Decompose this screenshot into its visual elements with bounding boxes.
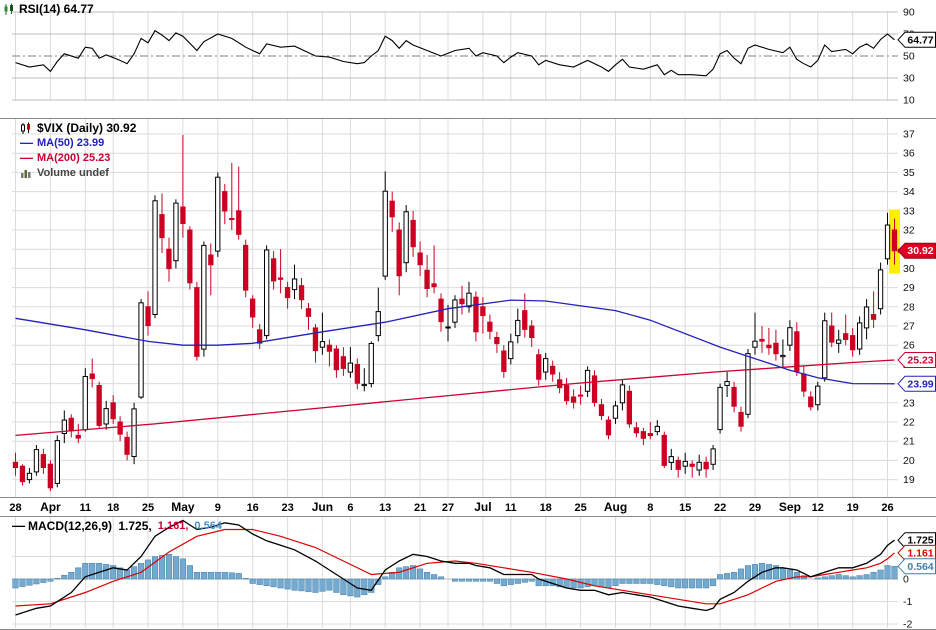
svg-text:22: 22 bbox=[903, 417, 915, 429]
svg-text:8: 8 bbox=[647, 502, 653, 514]
svg-text:13: 13 bbox=[379, 502, 391, 514]
svg-text:37: 37 bbox=[903, 129, 915, 141]
svg-text:10: 10 bbox=[903, 95, 915, 107]
svg-text:9: 9 bbox=[215, 502, 221, 514]
signal-value-badge: 1.161 bbox=[897, 544, 936, 561]
svg-text:25: 25 bbox=[142, 502, 154, 514]
price-value-badge: 30.92 bbox=[897, 242, 936, 259]
macd-histogram bbox=[12, 554, 898, 598]
svg-text:22: 22 bbox=[714, 502, 726, 514]
svg-text:11: 11 bbox=[79, 502, 91, 514]
svg-text:27: 27 bbox=[442, 502, 454, 514]
svg-text:30.92: 30.92 bbox=[907, 245, 933, 257]
svg-text:26: 26 bbox=[903, 340, 915, 352]
ma200-line bbox=[15, 359, 895, 437]
rsi-value-badge: 64.77 bbox=[897, 31, 936, 48]
svg-text:34: 34 bbox=[903, 186, 915, 198]
svg-text:28: 28 bbox=[9, 502, 21, 514]
svg-text:64.77: 64.77 bbox=[907, 34, 933, 46]
svg-text:12: 12 bbox=[812, 502, 824, 514]
svg-text:30: 30 bbox=[903, 73, 915, 85]
candles bbox=[12, 135, 898, 492]
svg-text:Sep: Sep bbox=[779, 500, 801, 514]
svg-text:28: 28 bbox=[903, 301, 915, 313]
svg-text:29: 29 bbox=[903, 282, 915, 294]
svg-text:May: May bbox=[171, 500, 195, 514]
macd-line bbox=[15, 519, 895, 616]
svg-text:23: 23 bbox=[903, 397, 915, 409]
svg-text:6: 6 bbox=[347, 502, 353, 514]
svg-text:Jul: Jul bbox=[474, 500, 491, 514]
svg-text:23: 23 bbox=[281, 502, 293, 514]
svg-text:50: 50 bbox=[903, 51, 915, 63]
ma50-line bbox=[15, 299, 895, 385]
macd-value-badge: 1.725 bbox=[897, 532, 936, 549]
svg-text:36: 36 bbox=[903, 148, 915, 160]
svg-text:29: 29 bbox=[749, 502, 761, 514]
svg-text:26: 26 bbox=[881, 502, 893, 514]
hist-value-badge: 0.564 bbox=[897, 558, 936, 575]
macd-signal-line bbox=[15, 528, 895, 607]
svg-text:25.23: 25.23 bbox=[907, 354, 933, 366]
svg-text:19: 19 bbox=[847, 502, 859, 514]
svg-text:21: 21 bbox=[903, 436, 915, 448]
svg-text:21: 21 bbox=[414, 502, 426, 514]
svg-text:Aug: Aug bbox=[604, 500, 627, 514]
svg-text:11: 11 bbox=[505, 502, 517, 514]
svg-text:30: 30 bbox=[903, 263, 915, 275]
rsi-axis: 9070503010 bbox=[903, 7, 915, 107]
x-axis-labels: 28 Apr 11 18 25 May 9 16 23 Jun 6 13 21 27 Jul 11 18 25 Au… bbox=[9, 500, 893, 514]
svg-text:0: 0 bbox=[903, 574, 909, 586]
svg-text:0.564: 0.564 bbox=[907, 561, 933, 573]
price-axis: 19202122232425262728293031323334353637 bbox=[903, 129, 915, 487]
svg-text:33: 33 bbox=[903, 205, 915, 217]
macd-gridlines bbox=[12, 556, 898, 625]
rsi-gridlines bbox=[12, 11, 898, 101]
svg-text:27: 27 bbox=[903, 321, 915, 333]
svg-text:18: 18 bbox=[540, 502, 552, 514]
svg-text:-2: -2 bbox=[903, 619, 912, 630]
svg-text:Jun: Jun bbox=[312, 500, 333, 514]
svg-text:Apr: Apr bbox=[40, 500, 61, 514]
rsi-line bbox=[15, 29, 895, 77]
svg-text:18: 18 bbox=[107, 502, 119, 514]
ma50-value-badge: 23.99 bbox=[897, 375, 936, 392]
svg-text:-1: -1 bbox=[903, 596, 912, 608]
svg-text:19: 19 bbox=[903, 474, 915, 486]
svg-text:20: 20 bbox=[903, 455, 915, 467]
svg-text:32: 32 bbox=[903, 225, 915, 237]
svg-text:25: 25 bbox=[574, 502, 586, 514]
ma200-value-badge: 25.23 bbox=[897, 352, 936, 368]
svg-text:90: 90 bbox=[903, 7, 915, 19]
svg-text:23.99: 23.99 bbox=[907, 378, 933, 390]
svg-text:1.725: 1.725 bbox=[907, 535, 933, 547]
svg-text:16: 16 bbox=[247, 502, 259, 514]
svg-text:1.161: 1.161 bbox=[907, 547, 933, 559]
svg-text:35: 35 bbox=[903, 167, 915, 179]
svg-text:15: 15 bbox=[679, 502, 691, 514]
